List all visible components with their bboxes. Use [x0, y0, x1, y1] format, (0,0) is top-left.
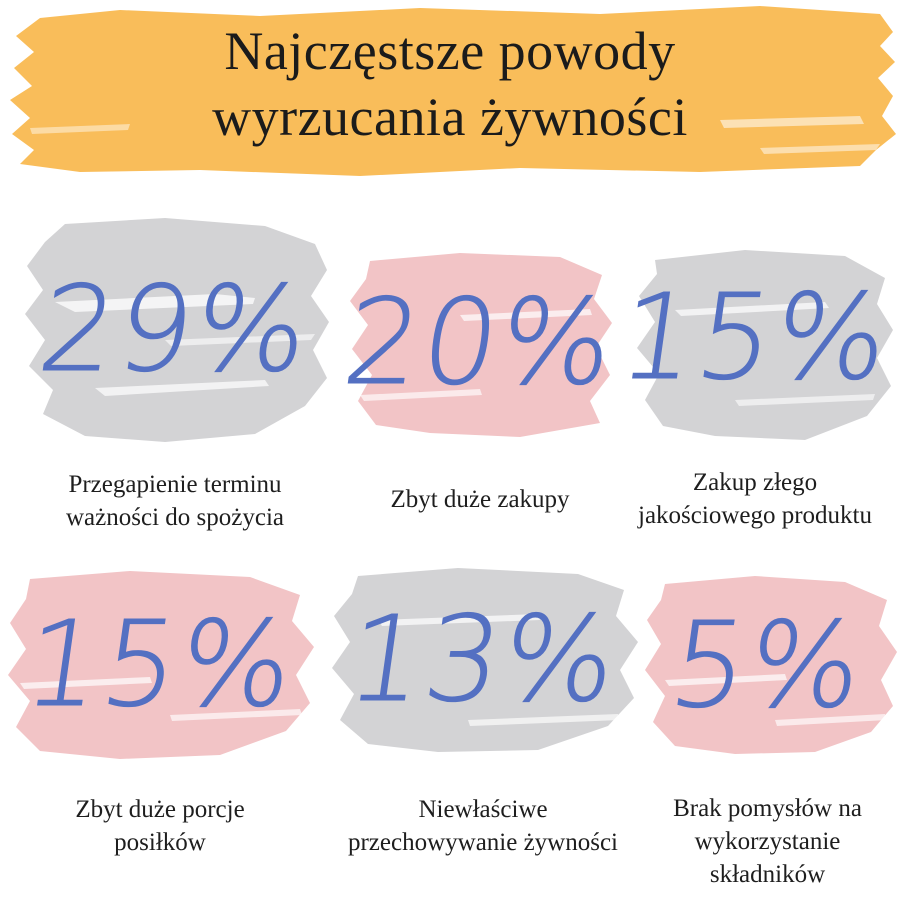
pink-brush-blob	[8, 571, 314, 759]
reason-caption: Przegapienie terminu ważności do spożyci…	[15, 468, 335, 534]
caption-line-2: jakościowego produktu	[638, 502, 872, 529]
percent-value: 15%	[611, 268, 900, 407]
caption-line-1: Zakup złego	[692, 469, 818, 496]
reason-card-3: 15% Zakup złego jakościowego produktu	[611, 240, 899, 550]
title-line-1: Najczęstsze powody	[224, 21, 676, 81]
reason-card-6: 5% Brak pomysłów na wykorzystanie składn…	[635, 570, 900, 900]
caption-line-1: Zbyt duże zakupy	[390, 486, 570, 513]
caption-line-1: Przegapienie terminu	[68, 471, 282, 498]
percent-value: 13%	[339, 590, 628, 729]
reason-card-2: 20% Zbyt duże zakupy	[336, 245, 624, 545]
caption-line-2: przechowywanie żywności	[347, 829, 619, 856]
caption-line-1: Zbyt duże porcje	[75, 796, 245, 823]
reason-caption: Zbyt duże zakupy	[340, 483, 620, 516]
percent-value: 5%	[662, 596, 874, 735]
percent-value: 15%	[16, 595, 305, 734]
caption-line-3: składników	[709, 861, 826, 888]
title-line-2: wyrzucania żywności	[212, 87, 688, 147]
gray-brush-blob	[25, 218, 329, 442]
reason-caption: Zbyt duże porcje posiłków	[0, 793, 320, 859]
gray-brush-blob	[637, 250, 893, 440]
percent-value: 20%	[336, 273, 625, 412]
caption-line-1: Niewłaściwe	[418, 796, 548, 823]
reason-card-5: 13% Niewłaściwe przechowywanie żywności	[318, 560, 648, 865]
caption-line-2: posiłków	[114, 829, 206, 856]
title-brush-band	[10, 6, 896, 176]
pink-brush-blob	[645, 576, 897, 754]
caption-line-1: Brak pomysłów na	[673, 795, 862, 822]
page-title: Najczęstsze powody wyrzucania żywności	[0, 18, 900, 150]
reason-caption: Brak pomysłów na wykorzystanie składnikó…	[635, 792, 900, 891]
pink-brush-blob	[350, 253, 612, 437]
reason-caption: Zakup złego jakościowego produktu	[615, 466, 895, 532]
caption-line-2: wykorzystanie	[694, 828, 841, 855]
gray-brush-blob	[332, 568, 638, 752]
percent-value: 29%	[31, 260, 320, 399]
reason-card-4: 15% Zbyt duże porcje posiłków	[0, 565, 320, 865]
reason-caption: Niewłaściwe przechowywanie żywności	[318, 793, 648, 859]
caption-line-2: ważności do spożycia	[66, 504, 284, 531]
reason-card-1: 29% Przegapienie terminu ważności do spo…	[15, 210, 335, 550]
